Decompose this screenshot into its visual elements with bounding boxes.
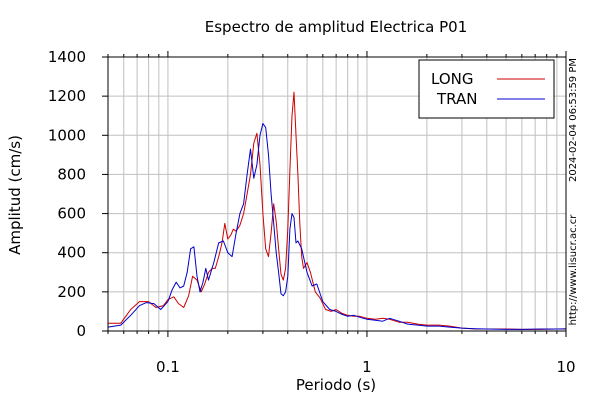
y-axis-label: Amplitud (cm/s) [6,135,24,255]
axis-ticks: 0.1 1 10 0 200 400 600 800 1000 1200 1400 [48,48,576,376]
x-tick-label: 10 [556,358,575,376]
y-tick-label: 1400 [48,48,86,66]
chart-title: Espectro de amplitud Electrica P01 [205,18,468,36]
legend-label-long: LONG [431,70,473,88]
grid-lines [108,57,566,331]
legend-box [418,59,555,119]
x-axis-label: Periodo (s) [296,376,376,394]
series-line-tran [107,123,566,330]
y-tick-label: 0 [76,322,86,340]
plot-frame [107,56,567,332]
y-tick-label: 400 [57,244,86,262]
y-tick-label: 200 [57,283,86,301]
url-side-text: http://www.lisucr.ac.cr [568,214,579,326]
timestamp-side-text: 2024-02-04 06:53:59 PM [568,58,579,182]
legend-label-tran: TRAN [436,90,477,108]
y-tick-label: 600 [57,205,86,223]
legend: LONG TRAN [418,59,555,119]
series-layer [107,91,567,330]
y-tick-label: 1000 [48,126,86,144]
x-tick-label: 1 [362,358,372,376]
y-tick-label: 800 [57,165,86,183]
y-tick-label: 1200 [48,87,86,105]
x-tick-label: 0.1 [156,358,180,376]
